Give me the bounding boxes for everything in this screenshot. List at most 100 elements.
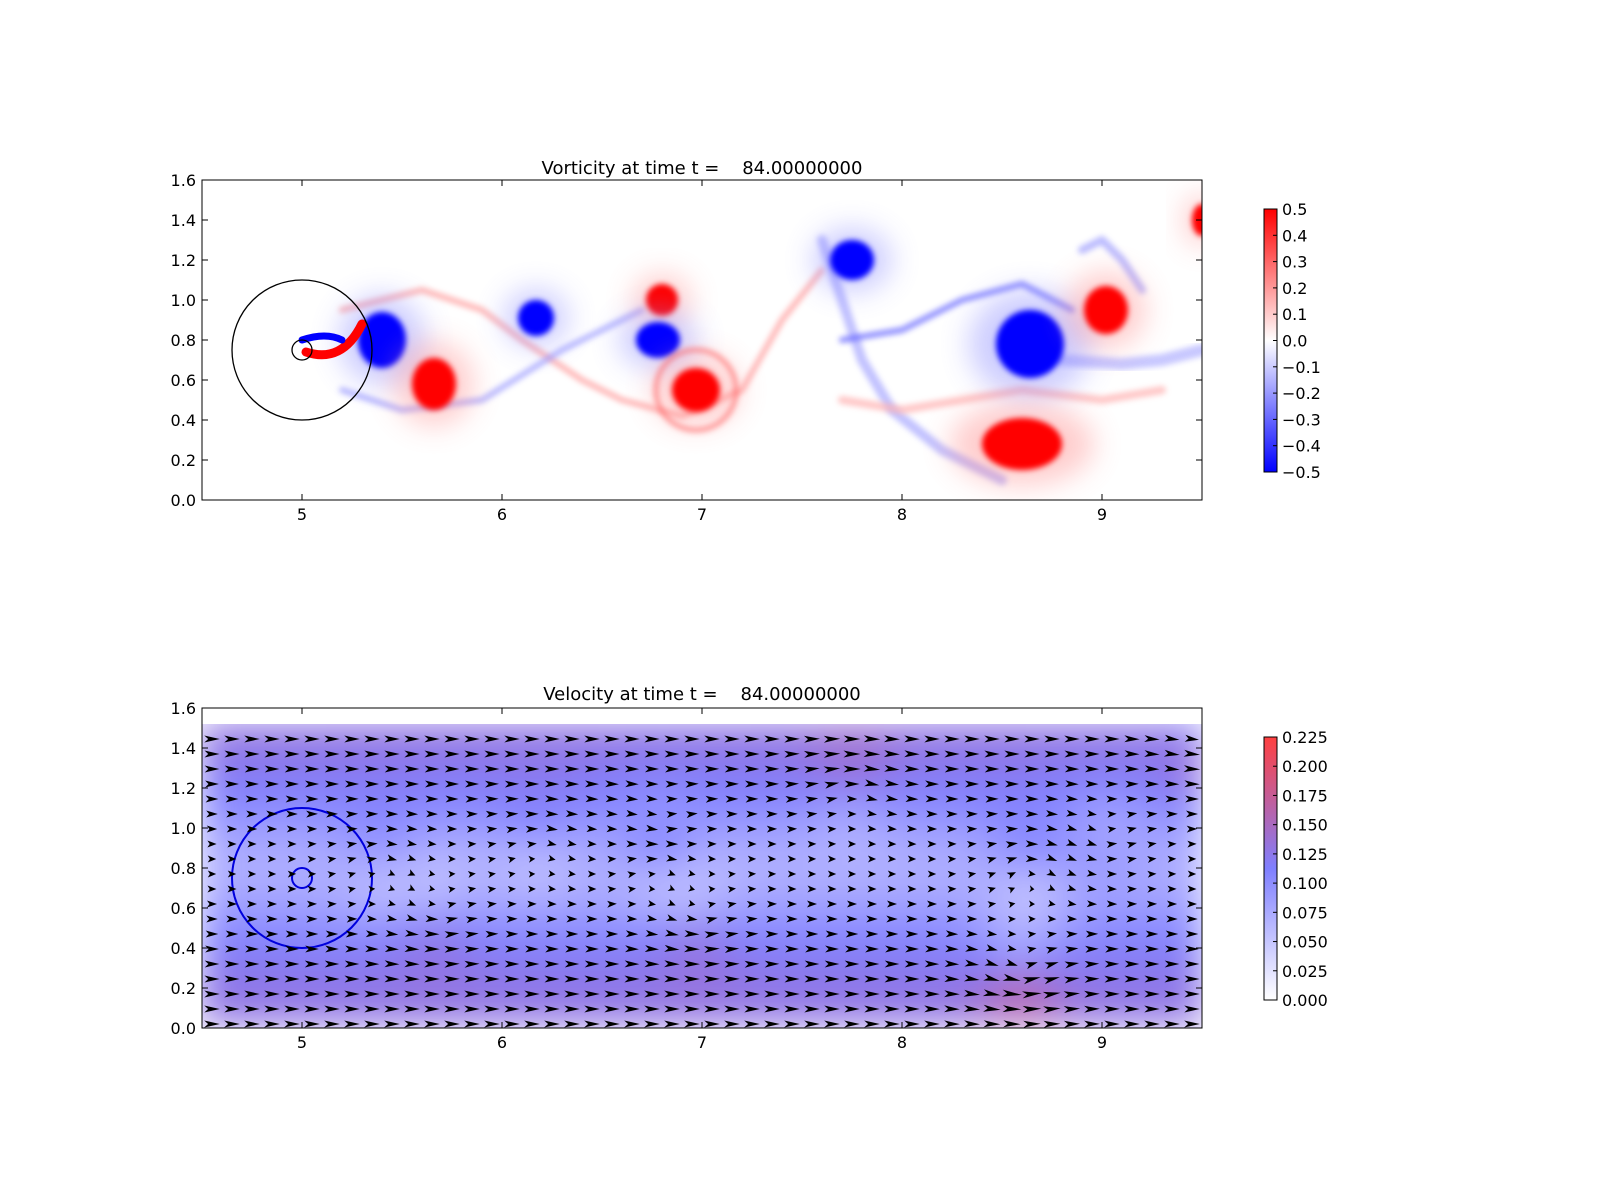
quiver-arrow xyxy=(724,931,739,939)
quiver-arrow xyxy=(565,930,579,938)
speed-cell xyxy=(1026,873,1053,900)
quiver-arrow xyxy=(885,794,899,802)
speed-cell xyxy=(501,898,528,925)
speed-cell xyxy=(501,848,528,875)
speed-cell xyxy=(1151,748,1178,775)
quiver-arrow xyxy=(544,765,560,773)
quiver-arrow xyxy=(1126,856,1137,864)
speed-cell xyxy=(1151,823,1178,850)
quiver-arrow xyxy=(764,765,780,773)
quiver-arrow xyxy=(624,960,640,968)
quiver-arrow xyxy=(647,870,656,878)
quiver-arrow xyxy=(344,960,360,968)
quiver-arrow xyxy=(1026,946,1037,954)
quiver-arrow xyxy=(1164,975,1180,983)
quiver-arrow xyxy=(1184,1005,1200,1013)
quiver-arrow xyxy=(404,945,420,953)
quiver-arrow xyxy=(1185,945,1199,953)
speed-cell xyxy=(551,848,578,875)
speed-cell xyxy=(251,773,278,800)
speed-cell xyxy=(1051,848,1078,875)
quiver-arrow xyxy=(986,841,998,849)
quiver-arrow xyxy=(365,810,379,818)
quiver-arrow xyxy=(865,930,879,938)
speed-cell xyxy=(376,723,403,750)
speed-cell xyxy=(926,923,953,950)
quiver-arrow xyxy=(1086,915,1098,923)
quiver-arrow xyxy=(1187,840,1197,848)
quiver-arrow xyxy=(864,1020,880,1028)
quiver-arrow xyxy=(1184,960,1200,968)
quiver-arrow xyxy=(567,900,577,908)
quiver-arrow xyxy=(826,811,837,819)
quiver-arrow xyxy=(406,839,417,847)
speed-cell xyxy=(202,848,228,875)
quiver-arrow xyxy=(945,795,959,803)
quiver-arrow xyxy=(1106,900,1118,908)
quiver-arrow xyxy=(327,900,337,908)
quiver-arrow xyxy=(547,885,556,893)
quiver-arrow xyxy=(646,914,658,922)
quiver-arrow xyxy=(704,931,720,939)
shear-layer-negative xyxy=(298,332,346,344)
quiver-arrow xyxy=(924,990,940,998)
speed-cell xyxy=(676,723,703,750)
quiver-arrow xyxy=(1084,990,1100,998)
quiver-arrow xyxy=(704,990,720,998)
quiver-arrow xyxy=(767,870,777,878)
x-tick-label: 5 xyxy=(297,1033,307,1052)
quiver-arrow xyxy=(726,810,738,818)
quiver-arrow xyxy=(585,945,599,953)
quiver-arrow xyxy=(428,885,436,892)
quiver-arrow xyxy=(884,960,900,968)
quiver-arrow xyxy=(605,945,619,953)
quiver-arrow xyxy=(904,780,919,788)
quiver-arrow xyxy=(664,929,679,937)
quiver-arrow xyxy=(744,975,760,983)
quiver-arrow xyxy=(1047,884,1056,891)
quiver-arrow xyxy=(564,780,580,788)
quiver-arrow xyxy=(1125,780,1139,788)
quiver-arrow xyxy=(885,945,899,953)
quiver-arrow xyxy=(1046,931,1057,938)
quiver-arrow xyxy=(225,795,239,803)
speed-cell xyxy=(1126,948,1153,975)
quiver-arrow xyxy=(244,735,260,743)
quiver-arrow xyxy=(1164,1005,1180,1013)
speed-cell xyxy=(551,773,578,800)
quiver-arrow xyxy=(344,990,360,998)
quiver-arrow xyxy=(307,855,317,863)
quiver-arrow xyxy=(446,810,458,818)
y-tick-label: 1.2 xyxy=(171,779,196,798)
quiver-arrow xyxy=(267,900,277,908)
speed-cell xyxy=(451,798,478,825)
quiver-arrow xyxy=(747,840,757,848)
quiver-arrow xyxy=(465,780,479,788)
speed-cell xyxy=(701,748,728,775)
quiver-arrow xyxy=(605,795,619,803)
quiver-arrow xyxy=(264,1005,280,1013)
quiver-arrow xyxy=(1187,870,1197,878)
quiver-arrow xyxy=(244,975,260,983)
speed-cell xyxy=(1101,798,1128,825)
quiver-arrow xyxy=(564,735,580,743)
speed-cell xyxy=(251,873,278,900)
quiver-arrow xyxy=(507,856,516,864)
speed-cell xyxy=(526,873,553,900)
quiver-arrow xyxy=(727,886,736,893)
quiver-arrow xyxy=(967,871,977,879)
quiver-arrow xyxy=(1004,750,1020,758)
quiver-arrow xyxy=(666,854,678,862)
quiver-arrow xyxy=(965,780,979,788)
quiver-arrow xyxy=(684,975,700,983)
quiver-arrow xyxy=(664,735,680,743)
speed-cell xyxy=(1151,973,1178,1000)
quiver-arrow xyxy=(1022,977,1041,985)
speed-cell xyxy=(901,723,928,750)
quiver-arrow xyxy=(605,930,619,938)
quiver-arrow xyxy=(467,871,476,878)
quiver-arrow xyxy=(327,886,337,893)
quiver-arrow xyxy=(387,884,395,892)
quiver-arrow xyxy=(544,1020,560,1028)
quiver-arrow xyxy=(1044,765,1060,773)
